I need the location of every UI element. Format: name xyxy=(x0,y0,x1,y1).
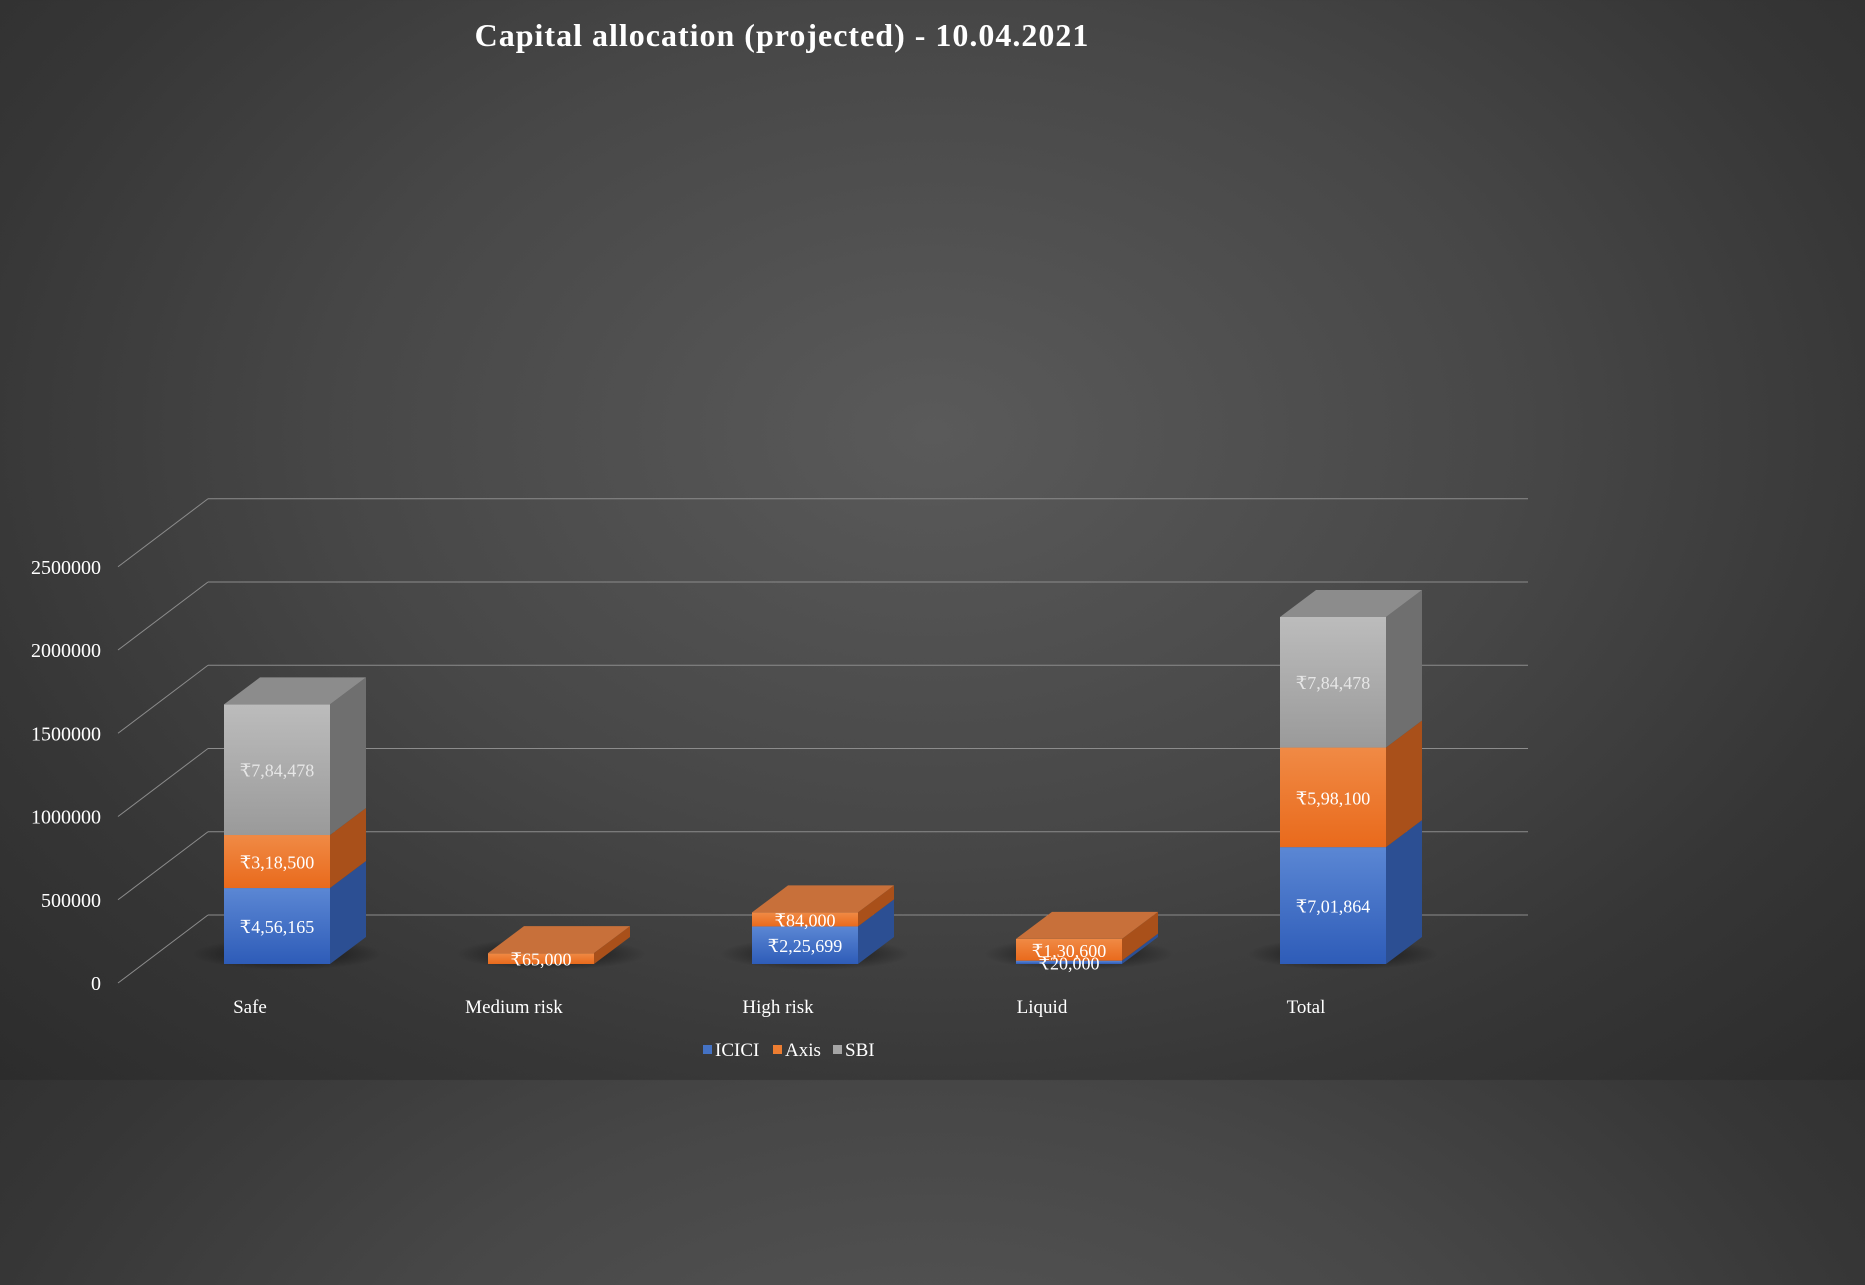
bar-icici-front xyxy=(224,888,330,964)
bar-top xyxy=(1016,911,1158,939)
bar-axis-front xyxy=(1016,938,1122,961)
data-label: ₹84,000 xyxy=(775,910,836,930)
y-tick-label: 500000 xyxy=(41,890,101,912)
y-tick-label: 2500000 xyxy=(31,557,101,579)
chart-svg: Capital allocation (projected) - 10.04.2… xyxy=(31,17,1528,1061)
x-tick-label: Safe xyxy=(233,997,267,1018)
bars xyxy=(224,589,1422,964)
gridline-depth xyxy=(117,664,209,734)
bar-icici-side xyxy=(858,899,894,964)
bar-sbi-side xyxy=(1386,589,1422,748)
x-axis: Safe Medium risk High risk Liquid Total xyxy=(233,997,1325,1018)
gridline-depth xyxy=(117,831,209,901)
data-label: ₹7,01,864 xyxy=(1296,897,1370,917)
bar-axis-front xyxy=(752,912,858,927)
bar-top xyxy=(752,885,894,913)
gridline-depth xyxy=(117,914,209,984)
data-labels: ₹4,56,165 ₹3,18,500 ₹7,84,478 ₹65,000 ₹2,25,… xyxy=(240,673,1370,973)
bar-axis-side xyxy=(1386,720,1422,848)
bar-sbi-side xyxy=(330,677,366,836)
data-label: ₹20,000 xyxy=(1039,953,1100,973)
legend-swatch-sbi xyxy=(833,1045,842,1054)
bar-icici-front xyxy=(1016,960,1122,964)
x-tick-label: Liquid xyxy=(1017,997,1068,1018)
gridline-depth xyxy=(117,498,209,568)
bar-axis-side xyxy=(858,885,894,927)
bar-icici-side xyxy=(1122,933,1158,964)
bar-axis-front xyxy=(1280,747,1386,848)
x-tick-label: Total xyxy=(1287,997,1326,1018)
bar-axis-front xyxy=(224,835,330,889)
data-label: ₹5,98,100 xyxy=(1296,788,1370,808)
bar-icici-side xyxy=(330,861,366,964)
legend-swatch-axis xyxy=(773,1045,782,1054)
bar-icici-front xyxy=(752,926,858,964)
gridline-depth xyxy=(117,748,209,817)
y-tick-label: 0 xyxy=(91,973,101,995)
bar-axis-side xyxy=(594,926,630,964)
data-label: ₹7,84,478 xyxy=(1296,673,1370,693)
bar-top xyxy=(1280,589,1422,617)
legend-label-icici: ICICI xyxy=(715,1040,759,1061)
data-label: ₹4,56,165 xyxy=(240,917,314,937)
y-tick-label: 1500000 xyxy=(31,723,101,745)
bar-axis-front xyxy=(488,953,594,964)
bar-sbi-front xyxy=(224,704,330,836)
data-label: ₹7,84,478 xyxy=(240,761,314,781)
data-label: ₹3,18,500 xyxy=(240,853,314,873)
bar-top xyxy=(224,677,366,705)
legend-label-axis: Axis xyxy=(785,1040,821,1061)
data-label: ₹1,30,600 xyxy=(1032,941,1106,961)
x-tick-label: High risk xyxy=(742,997,814,1018)
bar-axis-side xyxy=(1122,911,1158,961)
y-tick-label: 1000000 xyxy=(31,807,101,829)
legend-label-sbi: SBI xyxy=(845,1040,875,1061)
bar-icici-front xyxy=(1280,847,1386,964)
legend-swatch-icici xyxy=(703,1045,712,1054)
bar-sbi-front xyxy=(1280,616,1386,748)
y-axis: 0 500000 1000000 1500000 2000000 2500000 xyxy=(31,557,101,995)
chart-title: Capital allocation (projected) - 10.04.2… xyxy=(475,17,1090,53)
data-label: ₹65,000 xyxy=(511,950,572,970)
chart: Capital allocation (projected) - 10.04.2… xyxy=(31,17,1528,1061)
x-tick-label: Medium risk xyxy=(465,997,563,1018)
gridline-depth xyxy=(117,581,209,651)
bar-icici-side xyxy=(1386,820,1422,964)
bar-top xyxy=(488,926,630,954)
y-tick-label: 2000000 xyxy=(31,640,101,662)
legend: ICICI Axis SBI xyxy=(703,1040,875,1061)
data-label: ₹2,25,699 xyxy=(768,936,842,956)
bar-axis-side xyxy=(330,808,366,889)
